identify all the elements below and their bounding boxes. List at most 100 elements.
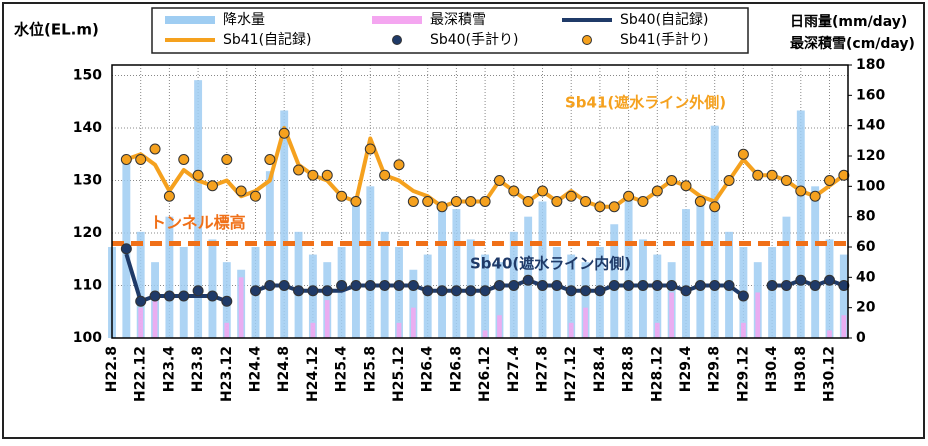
bar — [782, 216, 791, 338]
legend-label: Sb41(手計り) — [620, 32, 709, 48]
bar — [136, 231, 145, 338]
dot — [465, 285, 477, 297]
dot — [321, 285, 333, 297]
dot — [364, 280, 376, 291]
dot — [120, 154, 132, 165]
dot — [407, 196, 419, 207]
bar — [423, 254, 432, 338]
bar — [581, 262, 590, 338]
y-axis-label: 水位(EL.m) — [14, 21, 99, 39]
dot — [565, 190, 577, 202]
dot — [637, 196, 649, 207]
dot — [422, 196, 434, 207]
dot — [250, 285, 261, 297]
bar — [755, 292, 761, 338]
dot — [307, 285, 319, 297]
bar — [208, 239, 217, 338]
dot — [350, 280, 362, 291]
dot — [780, 280, 792, 291]
dot — [364, 143, 376, 155]
dot — [522, 274, 534, 286]
dot — [694, 196, 706, 207]
y2-axis-label: 最深積雪(cm/day) — [790, 35, 915, 52]
dot — [594, 201, 606, 213]
dot — [120, 243, 132, 255]
bar — [741, 322, 746, 338]
x-tick-label: H23.12 — [219, 346, 235, 402]
dot — [666, 280, 678, 291]
bar — [811, 186, 820, 338]
x-tick-label: H26.8 — [448, 346, 464, 392]
x-tick-label: H26.12 — [477, 346, 493, 402]
dot — [809, 190, 821, 202]
dot — [278, 127, 290, 139]
dot — [522, 196, 534, 207]
bar — [238, 277, 244, 338]
dot — [766, 169, 778, 181]
dot — [436, 201, 448, 213]
bar — [495, 262, 504, 338]
dot — [278, 280, 290, 291]
bar — [682, 209, 690, 338]
bar — [194, 80, 203, 339]
bar — [452, 209, 461, 338]
y-tick-label: 130 — [73, 173, 102, 189]
bar — [567, 254, 576, 338]
dot — [723, 175, 735, 186]
x-tick-label: H26.4 — [420, 346, 436, 393]
annotation: Sb41(遮水ライン外側) — [565, 94, 726, 112]
dot — [379, 169, 391, 181]
y-tick-label: 140 — [73, 120, 102, 136]
dot — [393, 280, 405, 291]
x-tick-label: H29.12 — [735, 346, 751, 402]
bar — [482, 330, 488, 338]
dot — [422, 285, 434, 297]
dot — [608, 280, 620, 291]
reference-label: トンネル標高 — [150, 213, 246, 232]
bar — [280, 110, 289, 338]
x-tick-label: H28.12 — [649, 346, 665, 402]
dot — [795, 274, 807, 286]
dot — [450, 285, 462, 297]
bar — [396, 322, 402, 338]
x-tick-label: H23.8 — [190, 346, 206, 392]
dot — [149, 143, 161, 155]
dot — [393, 159, 405, 171]
y-tick-label: 110 — [73, 278, 102, 294]
bar — [669, 292, 675, 338]
bar — [497, 315, 502, 338]
dot — [680, 180, 692, 192]
bar — [710, 125, 719, 339]
dot — [795, 185, 807, 197]
x-tick-label: H27.8 — [535, 346, 551, 392]
legend-label: Sb40(自記録) — [620, 11, 709, 28]
bar — [839, 254, 848, 338]
dot — [206, 180, 218, 192]
dot — [293, 164, 305, 176]
bar — [624, 193, 633, 338]
x-tick-label: H22.8 — [104, 346, 120, 392]
y2-tick-label: 40 — [856, 269, 876, 285]
x-tick-label: H24.12 — [305, 346, 321, 402]
dot — [307, 169, 319, 181]
dot — [580, 196, 592, 207]
bar — [395, 247, 403, 338]
dot — [565, 285, 577, 297]
dot — [838, 280, 850, 291]
bar — [294, 231, 303, 338]
dot — [163, 290, 175, 302]
dot — [824, 274, 835, 286]
dot — [221, 154, 233, 165]
dot — [737, 148, 749, 160]
dot — [149, 290, 161, 302]
dot — [178, 154, 190, 165]
dot — [293, 285, 305, 297]
dot — [178, 290, 190, 302]
bar — [265, 171, 274, 338]
dot — [163, 190, 175, 202]
dot — [580, 285, 592, 297]
x-tick-label: H23.4 — [161, 346, 177, 393]
x-tick-label: H27.12 — [563, 346, 579, 402]
x-tick-label: H30.8 — [793, 346, 809, 392]
